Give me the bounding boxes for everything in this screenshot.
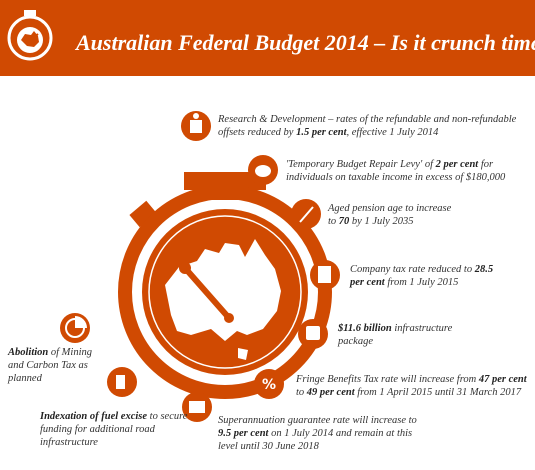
emphasis: $11.6 billion [338, 323, 392, 334]
callout-fbt: Fringe Benefits Tax rate will increase f… [296, 373, 528, 399]
emphasis: 47 per cent [478, 374, 527, 385]
text: for individuals on taxable income in exc… [286, 159, 506, 183]
emphasis: Abolition [8, 347, 49, 358]
callout-rd: Research & Development – rates of the re… [218, 113, 518, 139]
text: by 1 July 2035 [349, 216, 414, 227]
text: 'Temporary Budget Repair Levy' of [286, 159, 436, 170]
text: Research & Development – rates of the re… [218, 114, 517, 138]
text: to [296, 387, 307, 398]
icon-glyphs: % [65, 113, 331, 413]
callout-levy: 'Temporary Budget Repair Levy' of 2 per … [286, 158, 516, 184]
text: on 1 July 2014 and remain at this level … [218, 428, 413, 452]
callout-infrastructure: $11.6 billion infrastructure package [338, 322, 478, 348]
text: infrastructure package [338, 323, 453, 347]
emphasis: 2 per cent [435, 159, 479, 170]
emphasis: 70 [338, 216, 350, 227]
text: Aged pension age to increase to [328, 203, 452, 227]
callout-fuel: Indexation of fuel excise to secure fund… [40, 410, 190, 449]
text: of Mining and Carbon Tax as planned [8, 347, 93, 384]
header-icon [7, 10, 53, 61]
callout-mining: Abolition of Mining and Carbon Tax as pl… [8, 346, 96, 385]
emphasis: 1.5 per cent [296, 127, 347, 138]
emphasis: Indexation of fuel excise [40, 411, 148, 422]
emphasis: 49 per cent [306, 387, 355, 398]
text: Superannuation guarantee rate will incre… [218, 415, 417, 426]
text: from 1 July 2015 [384, 277, 459, 288]
svg-text:%: % [262, 377, 276, 393]
callout-pension: Aged pension age to increase to 70 by 1 … [328, 202, 458, 228]
icon-fbt [254, 369, 284, 399]
emphasis: 9.5 per cent [218, 428, 269, 439]
callout-super: Superannuation guarantee rate will incre… [218, 414, 418, 453]
stopwatch [118, 172, 332, 399]
text: Fringe Benefits Tax rate will increase f… [296, 374, 479, 385]
text: to secure funding for additional road in… [40, 411, 188, 448]
text: from 1 April 2015 until 31 March 2017 [354, 387, 522, 398]
text: Company tax rate reduced to [350, 264, 475, 275]
header-bar [0, 0, 535, 76]
text: , effective 1 July 2014 [346, 127, 439, 138]
title: Australian Federal Budget 2014 – Is it c… [76, 30, 535, 55]
callout-company-tax: Company tax rate reduced to 28.5 per cen… [350, 263, 500, 289]
emphasis: 28.5 per cent [350, 264, 494, 288]
